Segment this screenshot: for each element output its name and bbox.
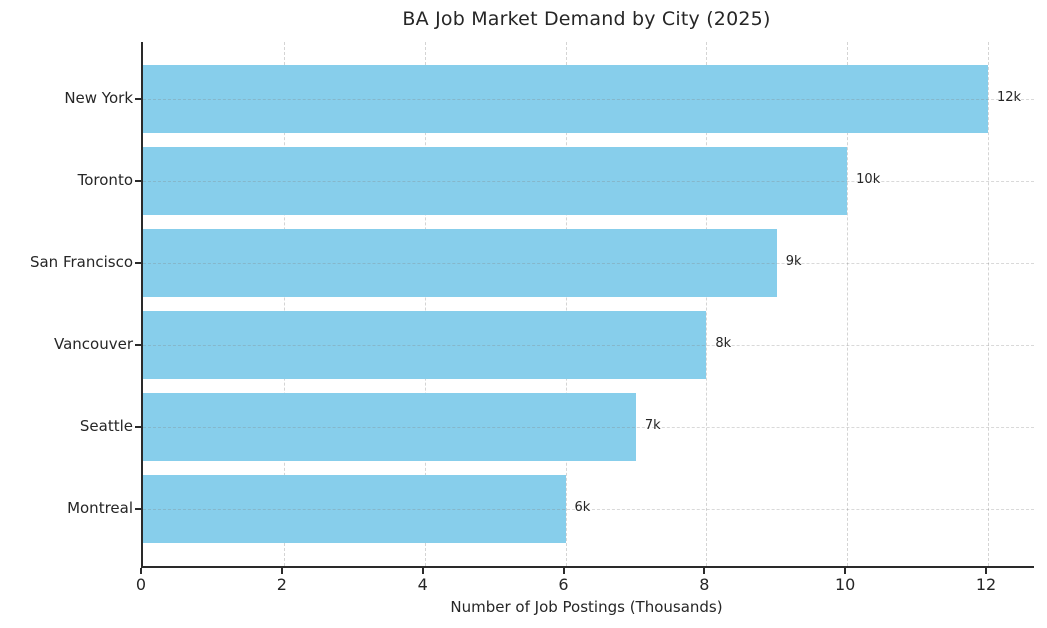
bar — [143, 311, 707, 379]
bar-value-label: 6k — [574, 500, 591, 515]
x-tick-mark — [140, 568, 142, 574]
v-gridline — [847, 42, 849, 566]
y-tick-mark — [135, 508, 141, 510]
bar-value-label: 7k — [644, 418, 661, 433]
bar — [143, 393, 636, 461]
v-gridline — [565, 42, 567, 566]
bar — [143, 147, 848, 215]
chart-title: BA Job Market Demand by City (2025) — [402, 8, 771, 30]
x-axis-label: Number of Job Postings (Thousands) — [450, 598, 723, 616]
x-tick-mark — [421, 568, 424, 574]
x-tick-mark — [280, 568, 283, 574]
x-tick-label: 12 — [975, 575, 997, 594]
y-tick-label: San Francisco — [29, 253, 133, 271]
y-tick-mark — [135, 344, 141, 346]
x-tick-label: 2 — [276, 575, 287, 594]
bar-value-label: 9k — [785, 254, 802, 269]
y-tick-mark — [135, 180, 141, 182]
h-gridline — [143, 509, 1034, 510]
y-tick-label: Seattle — [79, 417, 133, 435]
v-gridline — [706, 42, 708, 566]
x-tick-label: 8 — [699, 575, 710, 594]
y-tick-label: New York — [64, 89, 133, 107]
y-tick-label: Vancouver — [54, 335, 133, 353]
v-gridline — [283, 42, 285, 566]
h-gridline — [143, 427, 1034, 428]
x-tick-label: 0 — [135, 575, 147, 594]
x-tick-label: 10 — [834, 575, 856, 594]
v-gridline — [424, 42, 426, 566]
x-tick-mark — [985, 568, 987, 574]
bar — [143, 65, 988, 133]
x-tick-label: 4 — [417, 575, 428, 594]
h-gridline — [143, 345, 1034, 346]
y-tick-mark — [135, 262, 141, 264]
x-tick-mark — [703, 568, 706, 574]
h-gridline — [143, 181, 1034, 182]
bar-value-label: 10k — [856, 172, 881, 187]
h-gridline — [143, 99, 1034, 100]
x-tick-mark — [844, 568, 847, 574]
v-gridline — [988, 42, 989, 566]
y-tick-mark — [135, 98, 141, 100]
h-gridline — [143, 263, 1034, 264]
bar-value-label: 8k — [715, 336, 732, 351]
y-tick-mark — [135, 426, 141, 428]
plot-area: 12k 10k 9k 8k 7k 6k — [141, 42, 1034, 568]
x-tick-label: 6 — [558, 575, 569, 594]
y-tick-label: Toronto — [77, 171, 133, 189]
bar — [143, 229, 777, 297]
x-tick-mark — [562, 568, 565, 574]
bar-value-label: 12k — [997, 90, 1022, 105]
bar — [143, 475, 566, 543]
y-tick-label: Montreal — [67, 499, 133, 517]
